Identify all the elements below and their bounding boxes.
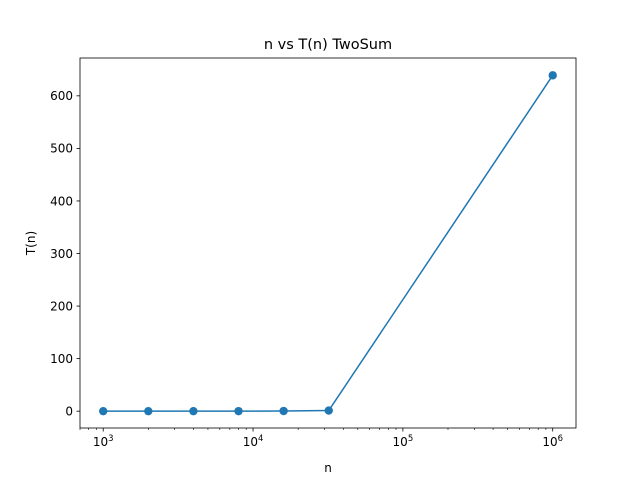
axes-ticks: 0 100 200 300 400 500 600 103 104 105 106 (50, 89, 563, 449)
data-point (548, 71, 557, 80)
y-tick-label: 500 (50, 142, 73, 156)
x-axis-label: n (324, 461, 332, 475)
axes-frame (79, 57, 577, 429)
series-layer (99, 71, 557, 416)
y-tick-label: 600 (50, 89, 73, 103)
data-point (324, 406, 333, 415)
data-point (189, 406, 198, 416)
y-tick-label: 0 (65, 404, 73, 418)
data-point (99, 406, 108, 416)
data-point (144, 406, 153, 416)
y-tick-label: 200 (50, 299, 73, 313)
x-tick-label: 106 (542, 434, 563, 449)
data-point (234, 406, 243, 416)
y-axis-label: T(n) (24, 231, 38, 256)
y-tick-label: 300 (50, 247, 73, 261)
y-tick-label: 100 (50, 352, 73, 366)
x-tick-label: 105 (393, 434, 414, 449)
chart-title: n vs T(n) TwoSum (264, 37, 392, 53)
x-tick-label: 103 (93, 434, 114, 449)
y-tick-label: 400 (50, 194, 73, 208)
x-tick-label: 104 (243, 434, 264, 449)
data-point (279, 406, 288, 416)
